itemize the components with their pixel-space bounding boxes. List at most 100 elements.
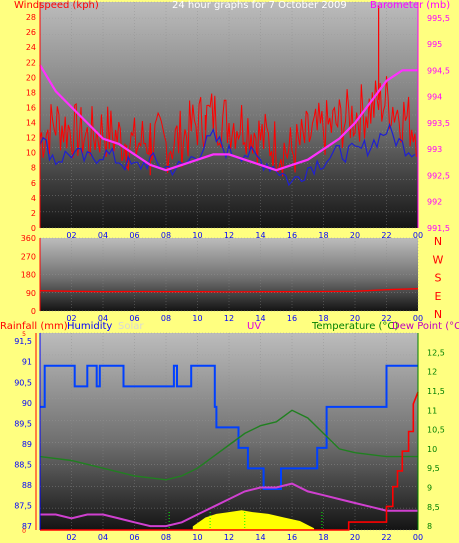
x-tick-label: 02 bbox=[66, 533, 76, 542]
humidity-tick-label: 90 bbox=[22, 399, 32, 408]
direction-tick-label: 360 bbox=[21, 234, 36, 243]
wind-tick-label: 12 bbox=[26, 134, 36, 143]
compass-label: W bbox=[433, 253, 444, 266]
x-tick-label: 18 bbox=[318, 314, 328, 323]
x-tick-label: 10 bbox=[192, 314, 202, 323]
barometer-tick-label: 993,5 bbox=[427, 119, 450, 128]
wind-tick-label: 8 bbox=[31, 164, 36, 173]
barometer-tick-label: 994 bbox=[427, 93, 442, 102]
rain-tick-label: 5 bbox=[22, 331, 26, 338]
wind-gust-line bbox=[39, 76, 417, 177]
rainfall-line bbox=[40, 391, 419, 531]
wind-tick-label: 6 bbox=[31, 179, 36, 188]
humidity-tick-label: 88,5 bbox=[14, 460, 32, 469]
wind-tick-label: 4 bbox=[31, 194, 36, 203]
windspeed-axis-label: Windspeed (kph) bbox=[14, 0, 99, 11]
wind-average-line bbox=[39, 122, 416, 187]
x-tick-label: 14 bbox=[255, 533, 265, 542]
compass-label: N bbox=[434, 308, 442, 321]
x-tick-label: 04 bbox=[98, 533, 108, 542]
temperature-tick-label: 8,5 bbox=[427, 503, 440, 512]
wind-tick-label: 28 bbox=[26, 13, 36, 22]
x-tick-label: 12 bbox=[224, 231, 234, 240]
temperature-tick-label: 9,5 bbox=[427, 464, 440, 473]
wind-tick-label: 16 bbox=[26, 103, 36, 112]
x-tick-label: 12 bbox=[224, 314, 234, 323]
wind-tick-label: 24 bbox=[26, 43, 36, 52]
direction-tick-label: 270 bbox=[21, 252, 36, 261]
barometer-line bbox=[39, 64, 418, 172]
wind-tick-label: 18 bbox=[26, 88, 36, 97]
x-tick-label: 16 bbox=[287, 314, 297, 323]
wind-tick-label: 26 bbox=[26, 28, 36, 37]
x-tick-label: 14 bbox=[255, 231, 265, 240]
humidity-tick-label: 91 bbox=[22, 358, 32, 367]
x-tick-label: 06 bbox=[129, 314, 139, 323]
x-tick-label: 06 bbox=[129, 533, 139, 542]
x-tick-label: 08 bbox=[161, 533, 171, 542]
temperature-tick-label: 12,5 bbox=[427, 348, 445, 357]
x-tick-label: 02 bbox=[66, 314, 76, 323]
gridlines bbox=[40, 1, 419, 531]
chart-title: 24 hour graphs for 7 October 2009 bbox=[172, 0, 347, 11]
barometer-tick-label: 993 bbox=[427, 145, 442, 154]
temperature-label: Temperature (°C) bbox=[312, 321, 399, 332]
barometer-tick-label: 995 bbox=[427, 40, 442, 49]
direction-tick-label: 180 bbox=[21, 271, 36, 280]
axes-layer: 0246810121416182022242628991,5992992,599… bbox=[14, 2, 450, 542]
temperature-tick-label: 8 bbox=[427, 522, 432, 531]
temperature-tick-label: 11,5 bbox=[427, 387, 445, 396]
x-tick-label: 18 bbox=[318, 533, 328, 542]
x-tick-label: 16 bbox=[287, 231, 297, 240]
x-tick-label: 10 bbox=[192, 231, 202, 240]
x-tick-label: 08 bbox=[161, 231, 171, 240]
compass-label: S bbox=[435, 272, 442, 285]
humidity-tick-label: 89 bbox=[22, 440, 32, 449]
wind-tick-label: 0 bbox=[31, 224, 36, 233]
humidity-label: Humidity bbox=[67, 321, 113, 332]
x-tick-label: 22 bbox=[381, 314, 391, 323]
temperature-tick-label: 9 bbox=[427, 484, 432, 493]
x-tick-label: 22 bbox=[381, 231, 391, 240]
rain-tick-label: 0 bbox=[22, 528, 26, 535]
x-tick-label: 20 bbox=[350, 231, 360, 240]
wind-tick-label: 14 bbox=[26, 119, 36, 128]
series-layer bbox=[39, 5, 419, 531]
x-tick-label: 06 bbox=[129, 231, 139, 240]
direction-tick-label: 0 bbox=[31, 307, 36, 316]
humidity-tick-label: 87 bbox=[22, 522, 32, 531]
humidity-line bbox=[40, 364, 418, 490]
humidity-tick-label: 87,5 bbox=[14, 501, 32, 510]
x-tick-label: 14 bbox=[255, 314, 265, 323]
temperature-line bbox=[39, 409, 418, 481]
solar-area bbox=[192, 510, 315, 530]
direction-tick-label: 90 bbox=[26, 289, 36, 298]
wind-direction-line bbox=[39, 288, 419, 293]
x-tick-label: 10 bbox=[192, 533, 202, 542]
temperature-tick-label: 10,5 bbox=[427, 426, 445, 435]
x-tick-label: 00 bbox=[413, 533, 423, 542]
plot-area-3 bbox=[40, 333, 418, 530]
compass-label: E bbox=[435, 290, 442, 303]
wind-tick-label: 2 bbox=[31, 209, 36, 218]
barometer-tick-label: 991,5 bbox=[427, 224, 450, 233]
solar-label: Solar bbox=[118, 321, 144, 332]
rainfall-label: Rainfall (mm) bbox=[0, 321, 68, 332]
x-tick-label: 12 bbox=[224, 533, 234, 542]
dewpoint-label: Dew Point (°C bbox=[392, 321, 459, 332]
x-tick-label: 18 bbox=[318, 231, 328, 240]
temperature-tick-label: 11 bbox=[427, 406, 437, 415]
x-tick-label: 00 bbox=[413, 314, 423, 323]
x-tick-label: 20 bbox=[350, 533, 360, 542]
x-tick-label: 04 bbox=[98, 314, 108, 323]
x-tick-label: 16 bbox=[287, 533, 297, 542]
x-tick-label: 22 bbox=[381, 533, 391, 542]
temperature-tick-label: 10 bbox=[427, 445, 437, 454]
compass-label: N bbox=[434, 235, 442, 248]
barometer-tick-label: 992,5 bbox=[427, 171, 450, 180]
barometer-tick-label: 992 bbox=[427, 198, 442, 207]
x-tick-label: 02 bbox=[66, 231, 76, 240]
humidity-tick-label: 88 bbox=[22, 481, 32, 490]
